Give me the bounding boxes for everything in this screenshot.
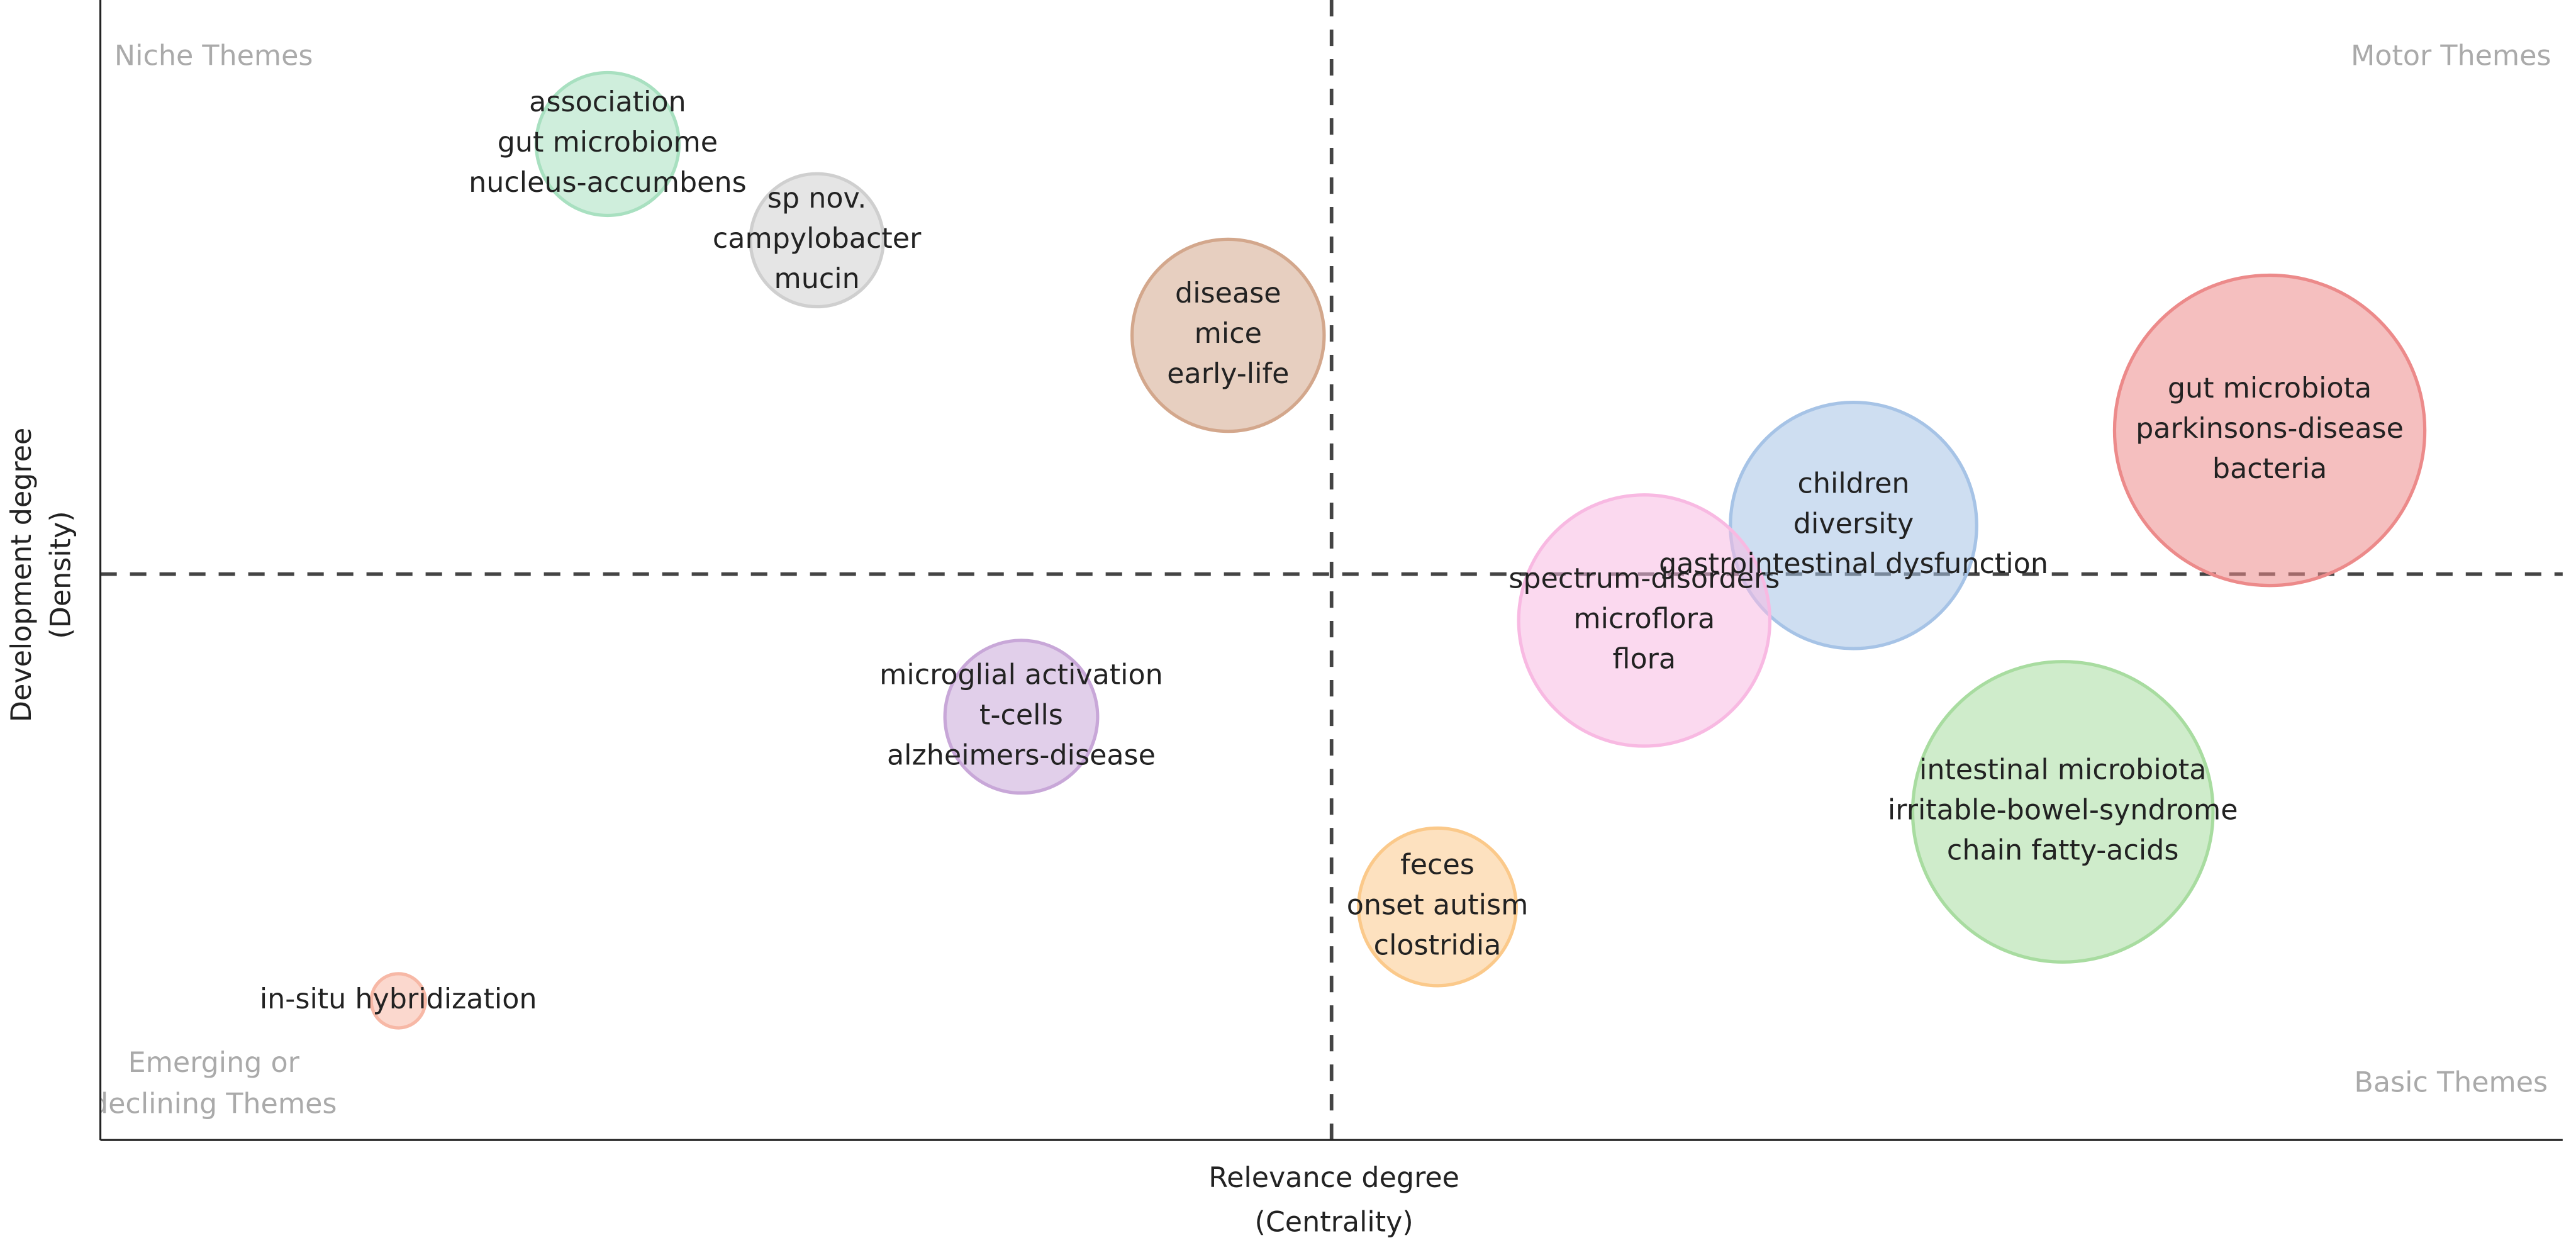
bubble-label: gut microbiome	[498, 126, 718, 159]
bubble	[2112, 273, 2427, 588]
bubble-label: alzheimers-disease	[887, 739, 1156, 771]
bubble-label: clostridia	[1374, 930, 1502, 962]
bubble-label: t-cells	[979, 699, 1063, 731]
bubble-label: sp nov.	[767, 182, 867, 215]
bubble-label: flora	[1613, 643, 1676, 675]
bubble-label: parkinsons-disease	[2136, 413, 2404, 445]
bubble	[1130, 237, 1326, 433]
bubble-label: gastrointestinal dysfunction	[1659, 548, 2048, 580]
quadrant-label: Motor Themes	[2351, 40, 2551, 72]
quadrant-label: declining Themes	[91, 1088, 337, 1120]
bubble-label: feces	[1400, 849, 1475, 881]
bubble-label: microflora	[1573, 603, 1715, 635]
bubble-label: onset autism	[1347, 890, 1529, 922]
bubble	[369, 972, 427, 1030]
bubble-label: gut microbiota	[2168, 372, 2372, 404]
bubble-label: association	[529, 86, 686, 118]
bubble	[1357, 826, 1518, 988]
bubble	[943, 639, 1100, 795]
quadrant-label: Basic Themes	[2354, 1066, 2548, 1098]
x-axis-title: (Centrality)	[1255, 1206, 1413, 1238]
bubble-label: diversity	[1793, 508, 1914, 540]
bubble-label: disease	[1175, 277, 1281, 310]
bubble	[1517, 493, 1772, 748]
bubble-label: intestinal microbiota	[1919, 754, 2206, 786]
bubble-label: in-situ hybridization	[260, 983, 537, 1015]
bubble	[534, 70, 681, 218]
bubble-label: irritable-bowel-syndrome	[1888, 794, 2238, 826]
plot-area: Niche Themes Motor Themes Emerging or decli…	[91, 0, 2563, 1141]
bubble	[1729, 400, 1978, 650]
bubble-label: bacteria	[2212, 453, 2327, 485]
bubble-label: mucin	[774, 263, 860, 295]
quadrant-label: Niche Themes	[114, 40, 313, 72]
bubble	[1910, 660, 2215, 964]
bubble-label: early-life	[1167, 358, 1289, 390]
bubble-label: campylobacter	[713, 223, 922, 255]
bubble-label: nucleus-accumbens	[469, 167, 747, 199]
bubble-label: microglial activation	[879, 659, 1163, 691]
y-axis-title: (Density)	[45, 511, 77, 639]
bubble	[749, 172, 885, 309]
bubble-label: children	[1798, 467, 1910, 499]
x-axis-title: Relevance degree	[1208, 1162, 1459, 1194]
bubble-label: mice	[1195, 318, 1262, 350]
quadrant-label: Emerging or	[128, 1047, 300, 1079]
bubble-label: spectrum-disorders	[1508, 562, 1780, 594]
y-axis-title: Development degree	[6, 428, 38, 722]
bubble-label: chain fatty-acids	[1947, 834, 2179, 866]
